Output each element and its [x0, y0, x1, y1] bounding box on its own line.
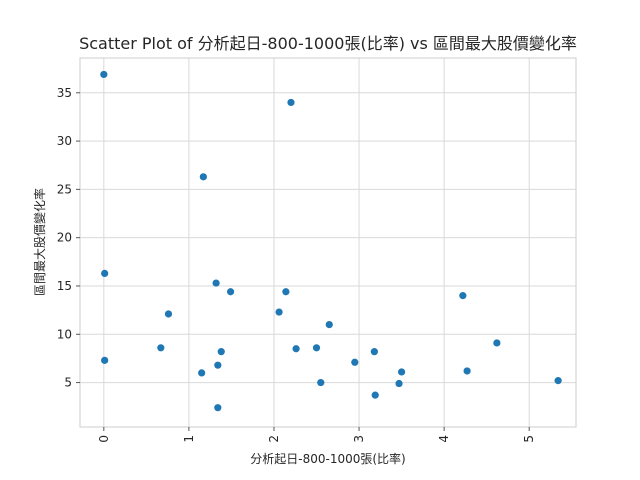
data-point	[275, 308, 283, 316]
x-tick-label: 1	[182, 435, 196, 443]
data-point	[100, 70, 108, 79]
x-tick-label: 2	[267, 435, 281, 443]
y-tick-label: 10	[57, 327, 72, 341]
data-point	[101, 269, 109, 278]
grid	[80, 58, 576, 427]
x-ticks: 0 1 2 3 4 5	[97, 427, 536, 443]
chart-title: Scatter Plot of 分析起日-800-1000張(比率) vs 區間…	[79, 34, 577, 53]
data-point	[287, 98, 295, 107]
data-point	[397, 368, 406, 376]
data-point	[292, 345, 300, 353]
data-point	[199, 173, 207, 181]
x-tick-label: 4	[437, 435, 451, 443]
data-point	[459, 292, 467, 300]
y-tick-label: 30	[57, 134, 72, 148]
data-point	[157, 344, 165, 352]
x-tick-label: 5	[522, 435, 536, 443]
data-point	[351, 358, 359, 366]
data-point	[554, 377, 562, 385]
y-ticks: 5 10 15 20 25 30 35	[57, 86, 80, 390]
data-point	[370, 348, 378, 356]
y-tick-label: 25	[57, 182, 72, 196]
x-tick-label: 0	[97, 435, 111, 443]
plot-frame	[79, 57, 577, 428]
data-points	[100, 70, 562, 412]
data-point	[214, 361, 222, 369]
data-point	[312, 344, 321, 352]
data-point	[226, 288, 235, 296]
data-point	[164, 310, 173, 318]
data-point	[198, 369, 206, 377]
y-axis-label: 區間最大股價變化率	[32, 188, 47, 296]
data-point	[371, 391, 379, 399]
y-tick-label: 15	[57, 279, 72, 293]
data-point	[395, 379, 403, 388]
data-point	[212, 279, 220, 287]
data-point	[101, 356, 109, 364]
y-tick-label: 35	[57, 86, 72, 100]
data-point	[282, 288, 290, 296]
data-point	[325, 321, 333, 329]
x-axis-label: 分析起日-800-1000張(比率)	[250, 451, 405, 466]
y-tick-label: 20	[57, 231, 72, 245]
data-point	[317, 378, 325, 387]
data-point	[493, 339, 501, 347]
data-point	[463, 367, 471, 375]
data-point	[214, 404, 222, 412]
x-tick-label: 3	[352, 435, 366, 443]
y-tick-label: 5	[64, 376, 72, 390]
data-point	[217, 348, 225, 356]
